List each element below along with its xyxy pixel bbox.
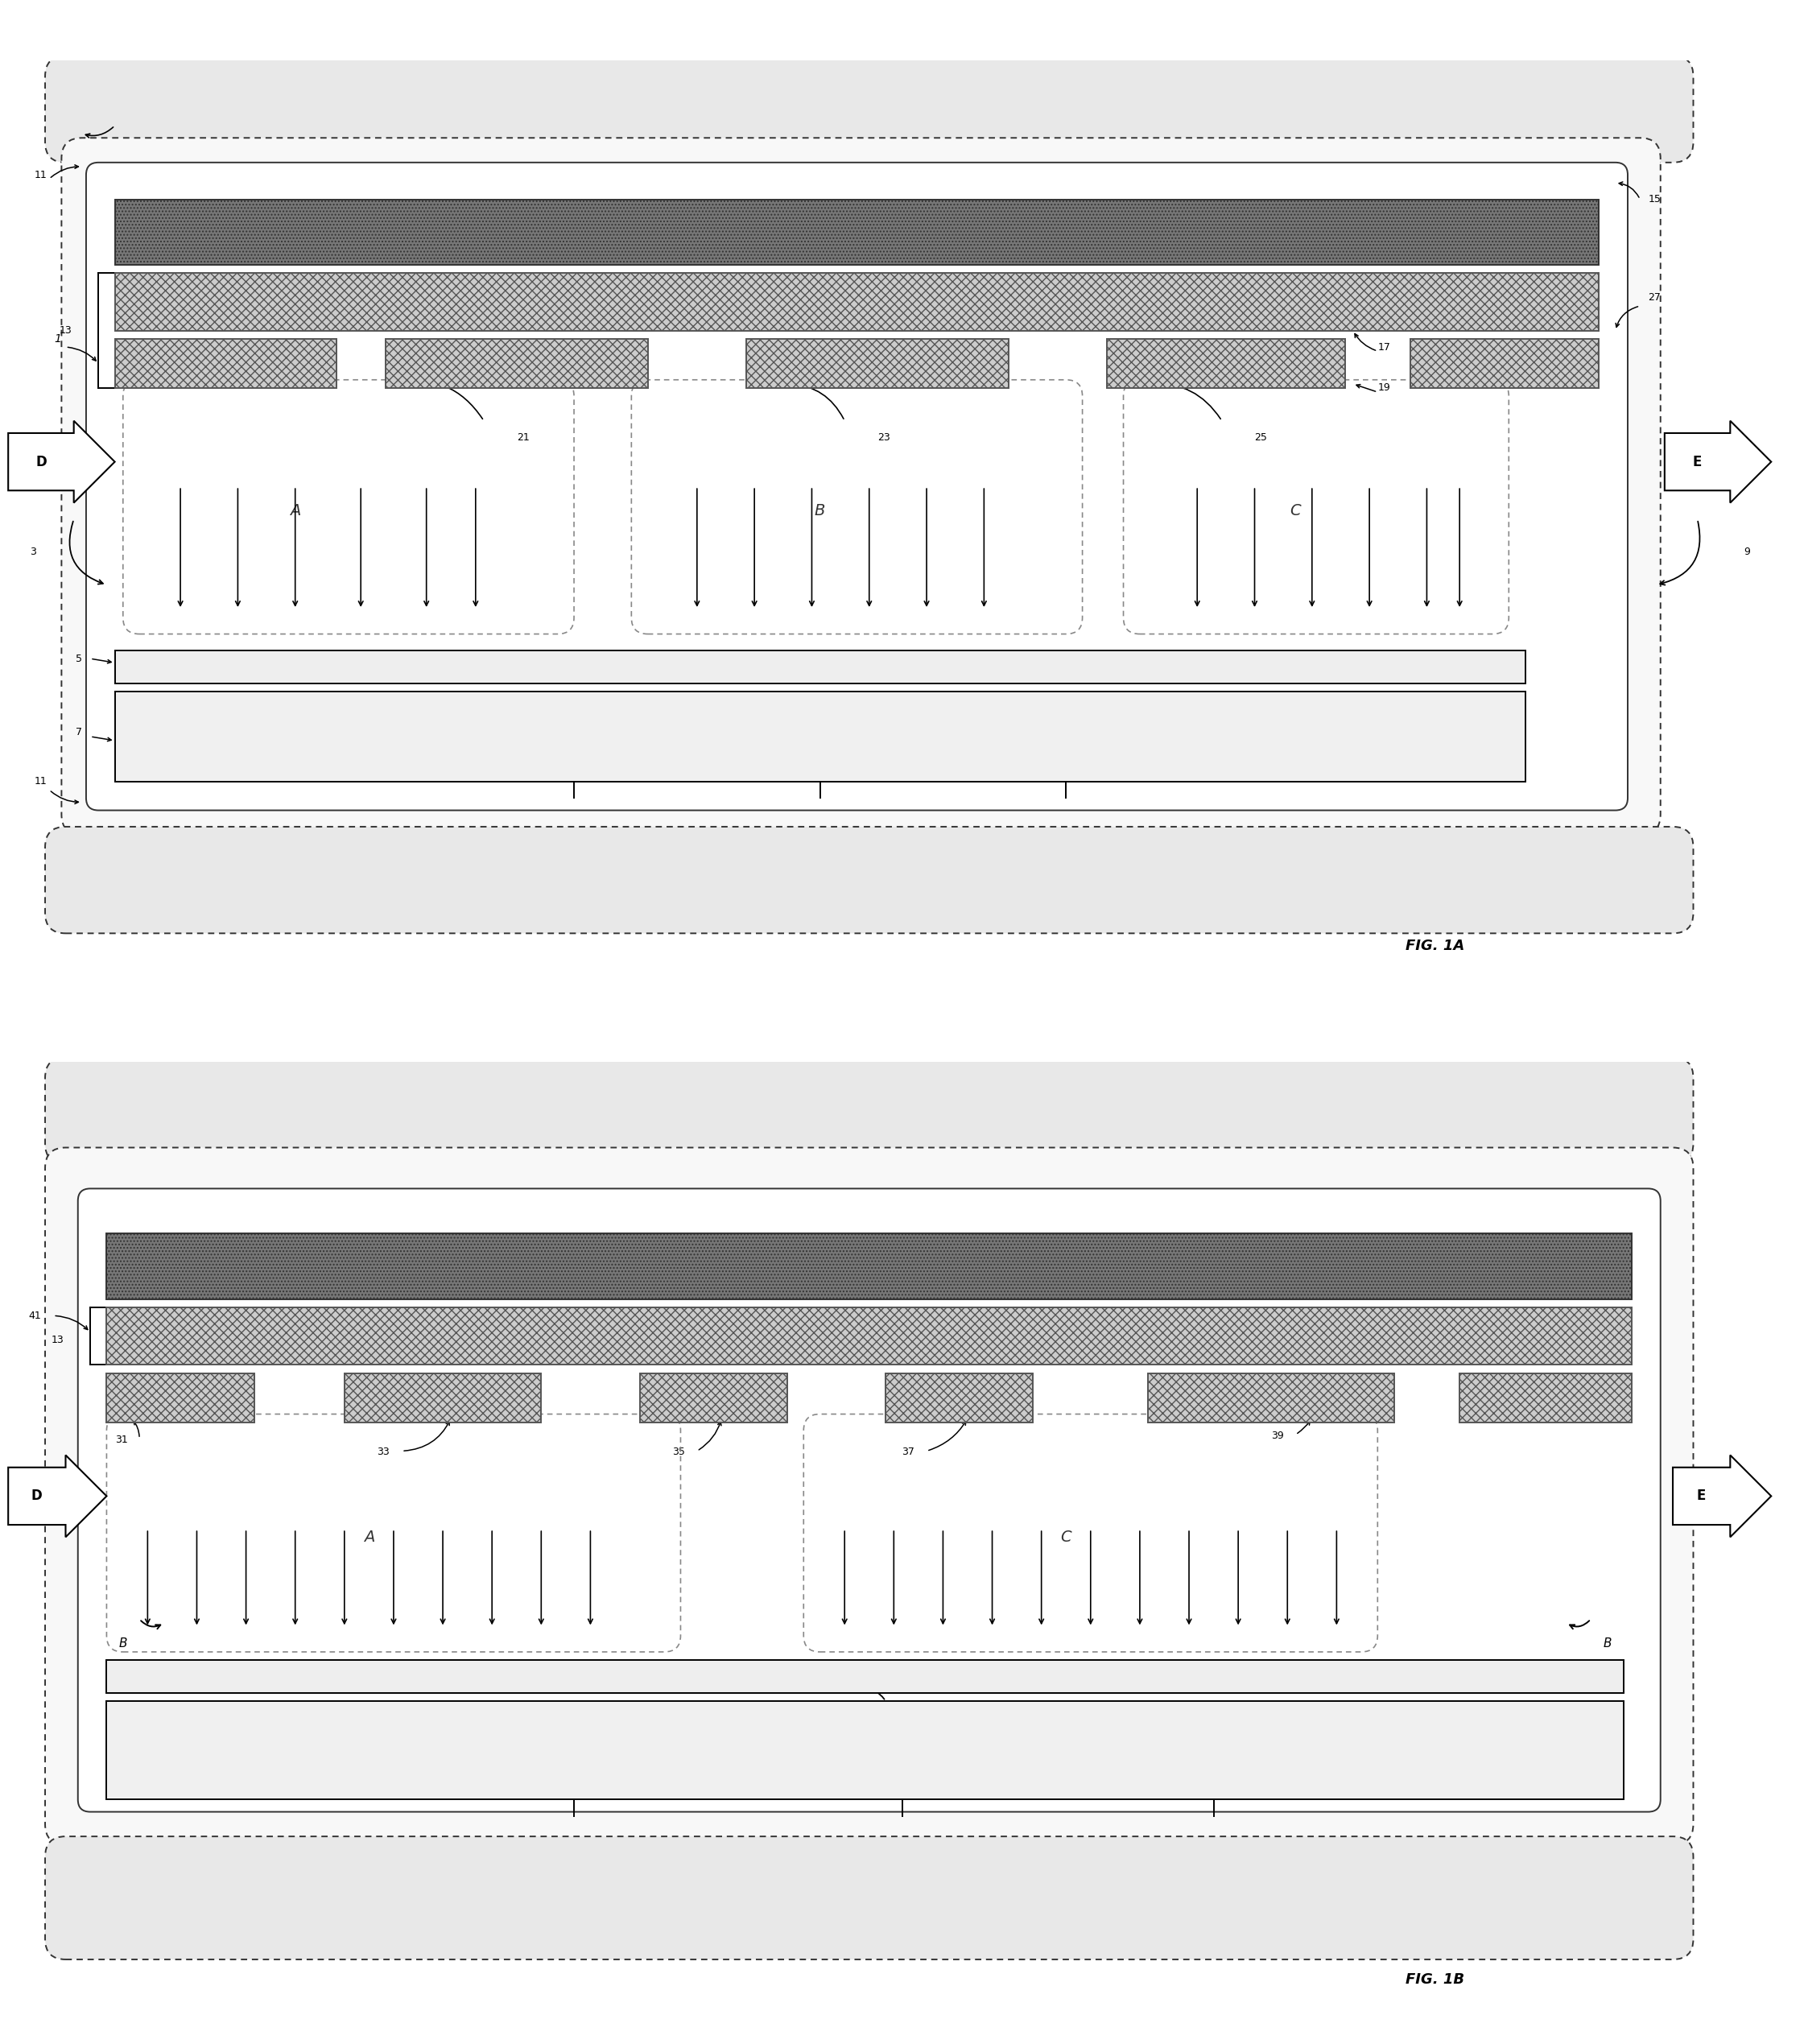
Text: 17: 17 (1378, 341, 1391, 352)
Bar (1459, 1374, 1633, 1423)
Text: 11: 11 (34, 777, 47, 787)
Text: 33: 33 (377, 1447, 390, 1457)
Text: 37: 37 (902, 1447, 915, 1457)
Text: B: B (119, 1637, 128, 1650)
Bar (106, 1374, 254, 1423)
Bar (115, 200, 1598, 266)
Text: 25: 25 (1254, 431, 1268, 442)
Text: 7: 7 (76, 728, 81, 738)
Bar (115, 650, 1524, 683)
Text: 13: 13 (60, 325, 72, 335)
Bar (106, 1235, 1633, 1300)
Bar (345, 1374, 541, 1423)
Polygon shape (9, 1455, 106, 1537)
Text: D: D (36, 454, 47, 468)
Text: A: A (290, 503, 301, 519)
Text: E: E (1692, 454, 1701, 468)
Bar (747, 339, 1008, 388)
Text: D: D (31, 1488, 43, 1502)
Text: 5: 5 (76, 654, 81, 664)
Text: 41: 41 (29, 1310, 41, 1320)
Text: FIG. 1A: FIG. 1A (1405, 938, 1465, 953)
FancyBboxPatch shape (61, 137, 1660, 834)
Polygon shape (1672, 1455, 1772, 1537)
Bar (386, 339, 648, 388)
Text: 39: 39 (1272, 1431, 1284, 1441)
Text: 29: 29 (258, 219, 271, 229)
Bar (640, 1374, 787, 1423)
Text: B: B (1604, 1637, 1611, 1650)
Bar (115, 691, 1524, 781)
FancyBboxPatch shape (87, 161, 1627, 809)
Text: B: B (898, 1707, 906, 1719)
Bar (886, 1374, 1034, 1423)
Bar (1411, 339, 1598, 388)
Bar (106, 1308, 1633, 1365)
Text: FIG. 1B: FIG. 1B (1405, 1972, 1465, 1987)
Text: 3: 3 (29, 546, 36, 558)
Text: 9: 9 (1743, 546, 1750, 558)
FancyBboxPatch shape (45, 1057, 1694, 1163)
Text: 11: 11 (34, 170, 47, 180)
FancyBboxPatch shape (45, 826, 1694, 934)
Bar (106, 1660, 1624, 1692)
Polygon shape (9, 421, 115, 503)
Text: A: A (364, 1529, 375, 1545)
Text: 21: 21 (516, 431, 529, 442)
Bar (1147, 1374, 1394, 1423)
Bar (1108, 339, 1344, 388)
Text: 1: 1 (54, 333, 61, 345)
Text: 19: 19 (1378, 382, 1391, 392)
Text: 13: 13 (51, 1335, 63, 1345)
Bar (115, 339, 336, 388)
Text: 15: 15 (1649, 194, 1661, 204)
Text: E: E (1698, 1488, 1707, 1502)
Text: 31: 31 (115, 1435, 128, 1445)
Bar (115, 274, 1598, 331)
Text: 35: 35 (673, 1447, 686, 1457)
FancyBboxPatch shape (45, 55, 1694, 161)
FancyBboxPatch shape (45, 1147, 1694, 1844)
Text: 23: 23 (877, 431, 889, 442)
Text: C: C (1290, 503, 1301, 519)
FancyBboxPatch shape (78, 1188, 1660, 1811)
Text: 27: 27 (1649, 292, 1661, 303)
FancyBboxPatch shape (45, 1836, 1694, 1960)
Polygon shape (1665, 421, 1772, 503)
Bar (106, 1701, 1624, 1799)
Text: C: C (1061, 1529, 1072, 1545)
Text: B: B (815, 503, 826, 519)
